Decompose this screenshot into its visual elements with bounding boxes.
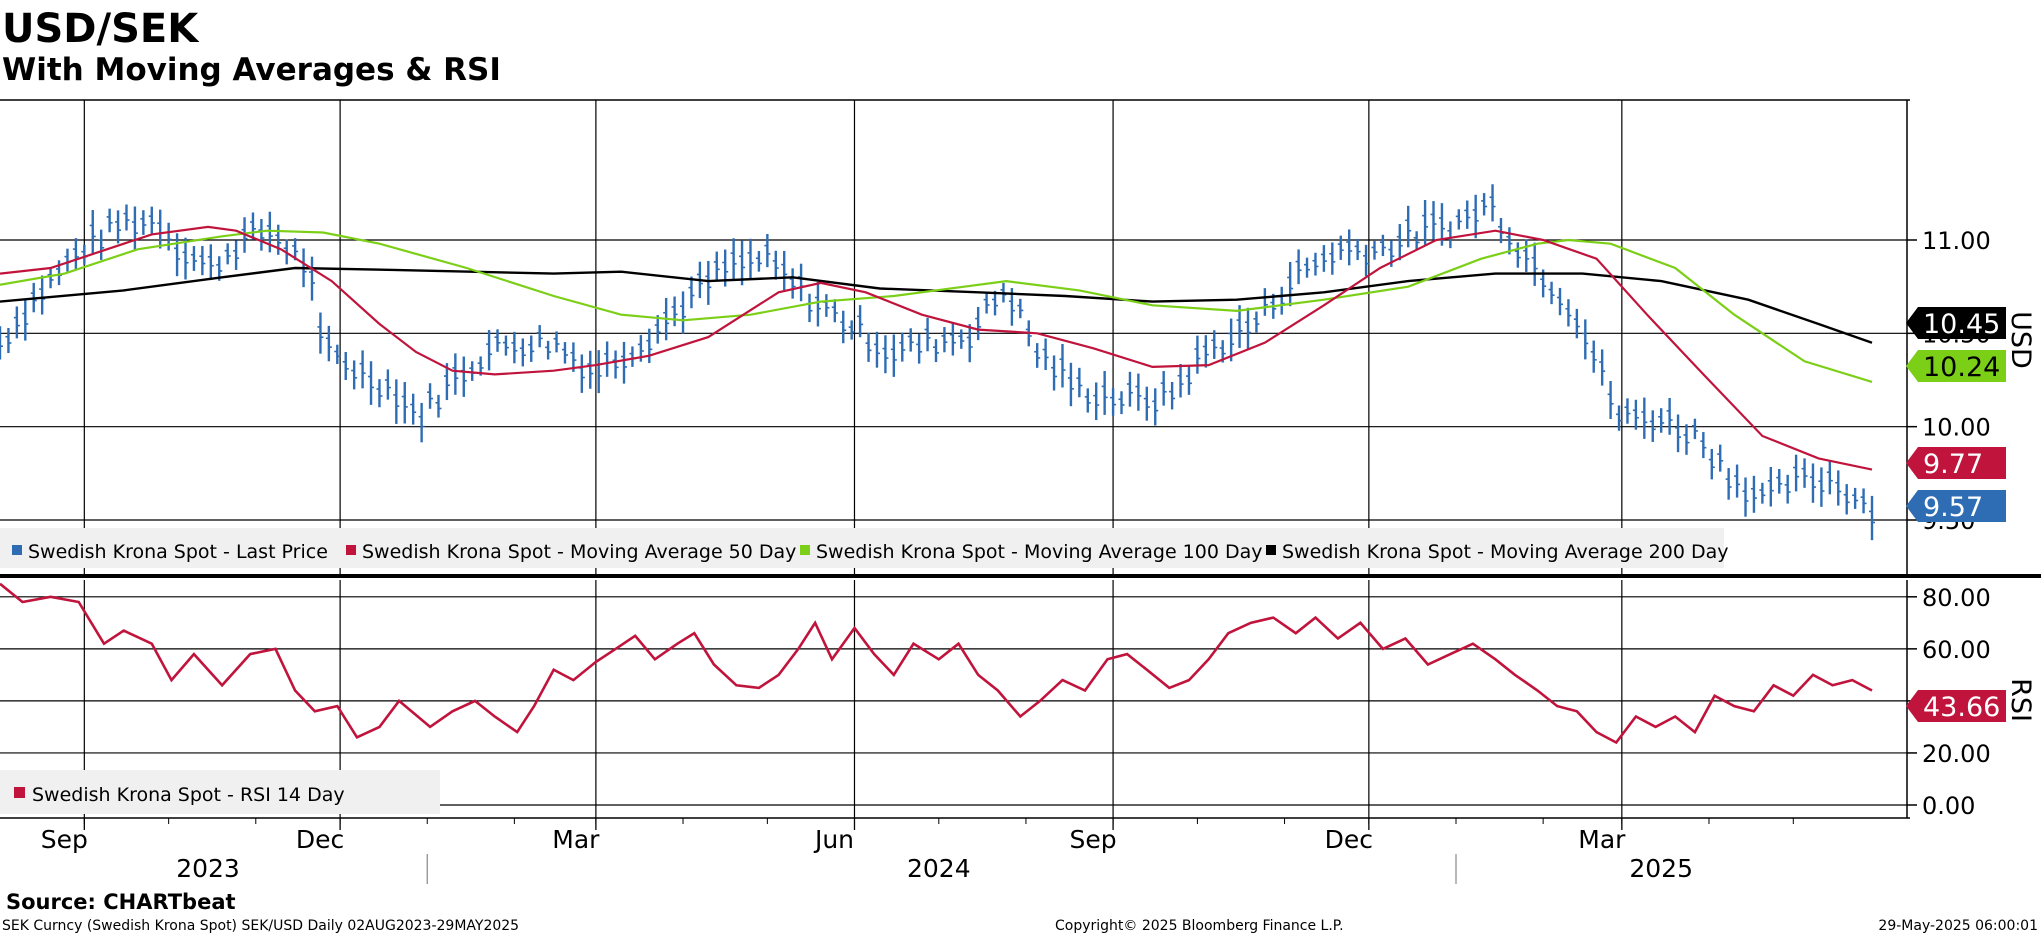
x-axis-month-label: Mar — [552, 825, 600, 854]
price-legend-swatch-0 — [12, 545, 22, 555]
x-axis-month-label: Dec — [1325, 825, 1373, 854]
price-y-axis-label: USD — [2005, 311, 2036, 369]
last-value-flag-ma200 — [1906, 307, 2006, 339]
x-axis-year-label: 2023 — [176, 854, 240, 883]
price-y-tick-label: 11.00 — [1922, 227, 1991, 255]
rsi-legend-label: Swedish Krona Spot - RSI 14 Day — [32, 784, 345, 806]
price-legend-swatch-3 — [1266, 545, 1276, 555]
last-value-flag-ma50 — [1906, 447, 2006, 479]
ma50-line — [0, 225, 1873, 471]
rsi-y-tick-label: 60.00 — [1922, 636, 1991, 664]
rsi-y-axis-label: RSI — [2005, 678, 2036, 722]
price-legend-label-2: Swedish Krona Spot - Moving Average 100 … — [816, 541, 1263, 563]
rsi-legend-background — [0, 770, 440, 814]
rsi-y-tick-label: 80.00 — [1922, 584, 1991, 612]
price-legend-swatch-2 — [800, 545, 810, 555]
last-value-flag-price-label: 9.57 — [1923, 492, 1983, 523]
price-legend-swatch-1 — [346, 545, 356, 555]
price-grid — [0, 100, 1907, 576]
price-y-tick-label: 10.00 — [1922, 414, 1991, 442]
footer-timestamp: 29-May-2025 06:00:01 — [1878, 918, 2038, 934]
rsi-y-tick-label: 0.00 — [1922, 792, 1975, 820]
price-legend-label-1: Swedish Krona Spot - Moving Average 50 D… — [362, 541, 796, 563]
x-axis-year-label: 2024 — [907, 854, 971, 883]
price-legend-label-0: Swedish Krona Spot - Last Price — [28, 541, 328, 563]
price-legend-background — [0, 528, 1724, 568]
x-axis-month-label: Sep — [41, 825, 88, 854]
ma100-line — [0, 229, 1873, 383]
last-value-flag-ma100-label: 10.24 — [1923, 352, 2000, 383]
source-label: Source: CHARTbeat — [6, 890, 236, 914]
x-axis-month-label: Sep — [1070, 825, 1117, 854]
price-legend: Swedish Krona Spot - Last Price Swedish K… — [0, 528, 1729, 568]
last-value-flag-ma50-label: 9.77 — [1923, 449, 1983, 480]
footer-series-info: SEK Curncy (Swedish Krona Spot) SEK/USD … — [2, 918, 519, 934]
rsi-y-tick-label: 20.00 — [1922, 740, 1991, 768]
rsi-last-value-flag — [1906, 690, 2006, 722]
x-axis-month-label: Jun — [813, 825, 854, 854]
footer-copyright: Copyright© 2025 Bloomberg Finance L.P. — [1055, 918, 1344, 934]
ma200-line — [0, 266, 1873, 344]
last-value-flag-ma200-label: 10.45 — [1923, 309, 2000, 340]
rsi-line — [0, 582, 1873, 745]
rsi-legend: Swedish Krona Spot - RSI 14 Day — [0, 770, 440, 814]
x-axis-year-label: 2025 — [1629, 854, 1693, 883]
chart-subtitle: With Moving Averages & RSI — [2, 52, 501, 88]
rsi-legend-swatch — [14, 787, 25, 798]
last-value-flags: 10.45 10.24 9.77 9.57 — [1906, 307, 2006, 523]
last-value-flag-price — [1906, 490, 2006, 522]
rsi-last-value-flag: 43.66 — [1906, 690, 2006, 723]
last-value-flag-ma100 — [1906, 350, 2006, 382]
x-axis-month-label: Mar — [1578, 825, 1626, 854]
x-axis-month-label: Dec — [296, 825, 344, 854]
rsi-last-value-flag-label: 43.66 — [1923, 692, 2000, 723]
x-axis: Sep Dec Mar Jun Sep Dec Mar 2023 2024 2025 — [41, 818, 1794, 884]
price-series — [0, 184, 1875, 541]
chart-title: USD/SEK — [2, 6, 200, 52]
price-legend-label-3: Swedish Krona Spot - Moving Average 200 … — [1282, 541, 1729, 563]
